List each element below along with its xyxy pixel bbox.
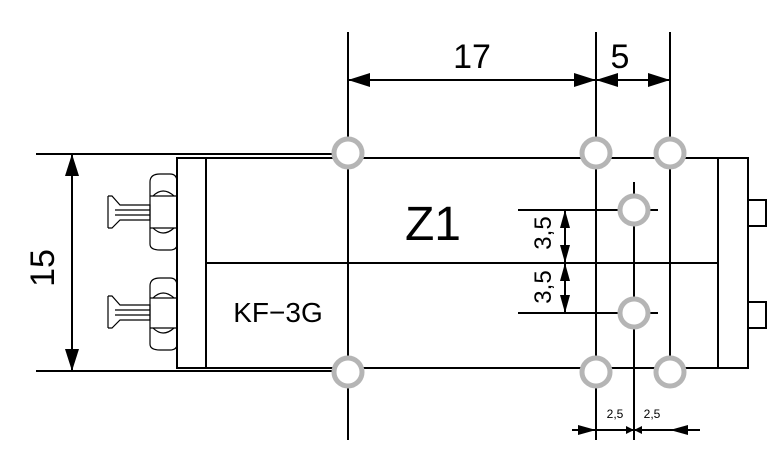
dim-bottom: 2,5 2,5: [572, 407, 700, 435]
dim-5-label: 5: [611, 38, 630, 76]
pin-hole-bottom: [617, 296, 651, 330]
dim-bottom-arrow-mid-b: [634, 426, 642, 434]
right-pin-top: [747, 199, 767, 227]
dim-17-label: 17: [453, 38, 491, 76]
screw-bottom: [107, 277, 178, 351]
screw-top-head: [108, 195, 151, 229]
screw-bottom-head: [108, 295, 151, 329]
screw-top-nut: [149, 173, 178, 251]
dim-pitch-top-label: 3,5: [530, 216, 557, 249]
pin-hole-top: [617, 193, 651, 227]
dim-pitch-bottom-label: 3,5: [530, 270, 557, 303]
hole-top-1: [331, 136, 365, 170]
right-end-cap: [717, 157, 749, 369]
hole-bottom-2: [579, 355, 613, 389]
dim-pitch: 3,5 3,5: [530, 210, 570, 313]
dim-bottom-arrow-mid-a: [626, 426, 634, 434]
dim-bottom-left-label: 2,5: [607, 407, 624, 421]
dim-pitch-arrow-mid-up: [560, 245, 570, 263]
screw-top: [107, 173, 178, 251]
dim-pitch-arrow-bottom: [560, 295, 570, 313]
dim-bottom-right-label: 2,5: [644, 407, 661, 421]
dim-5-arrow-right: [648, 73, 670, 87]
dim-17-arrow-right: [574, 73, 596, 87]
screw-bottom-nut: [149, 277, 178, 351]
hole-top-2: [579, 136, 613, 170]
right-pin-bottom: [747, 301, 767, 329]
hole-bottom-1: [331, 355, 365, 389]
dim-15-label: 15: [24, 249, 62, 287]
component-label: Z1: [405, 198, 461, 251]
dim-15-arrow-bottom: [65, 349, 79, 371]
dim-bottom-arrow-right: [670, 425, 688, 435]
dim-5-arrow-left: [596, 73, 618, 87]
model-label: KF−3G: [233, 297, 322, 328]
dim-pitch-arrow-top: [560, 210, 570, 228]
hole-top-3: [653, 136, 687, 170]
dim-15-arrow-top: [65, 154, 79, 176]
dim-pitch-arrow-mid-down: [560, 263, 570, 281]
mounting-holes: [331, 136, 687, 389]
dim-17-arrow-left: [348, 73, 370, 87]
dim-left: 15: [24, 154, 79, 371]
hole-bottom-3: [653, 355, 687, 389]
block-body: [176, 157, 767, 369]
dim-top: 17 5: [348, 38, 670, 87]
dim-bottom-arrow-left: [578, 425, 596, 435]
